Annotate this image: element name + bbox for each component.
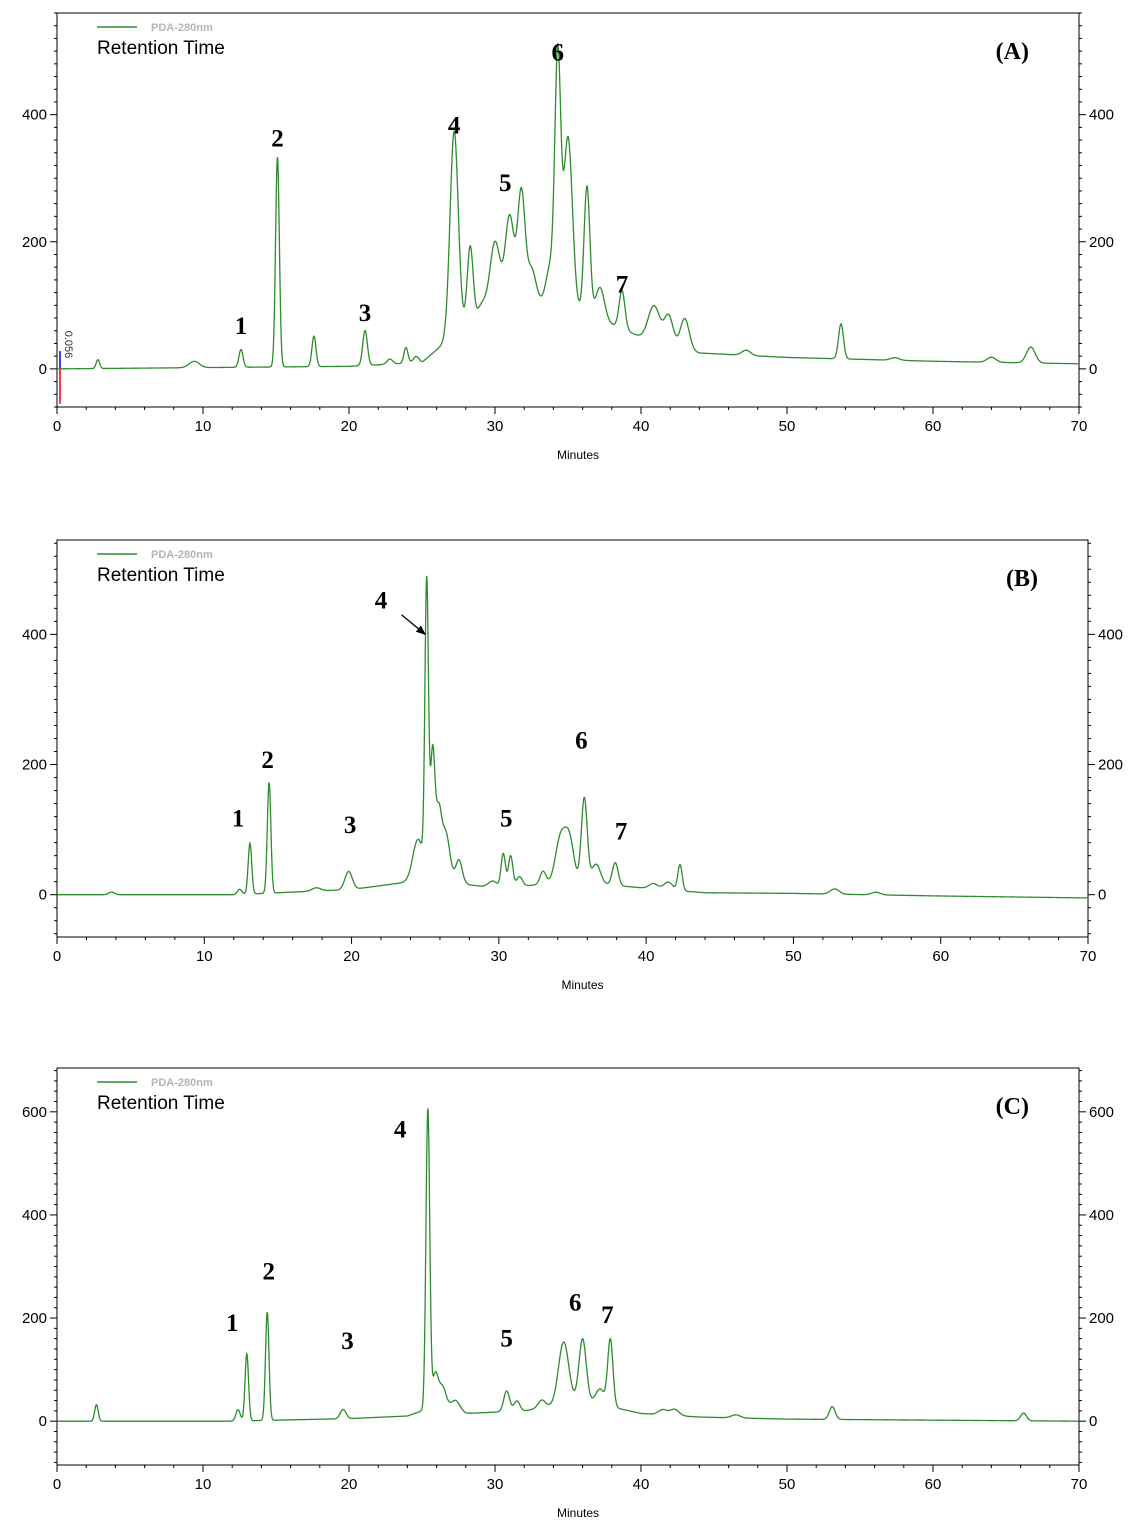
y-tick-label: 400 <box>22 626 47 643</box>
x-tick-label: 10 <box>196 948 213 965</box>
plot-frame <box>56 12 1080 408</box>
peak-label-4: 4 <box>375 587 388 614</box>
y-tick-label-right: 200 <box>1089 234 1114 251</box>
y-tick-label-right: 200 <box>1089 1310 1114 1327</box>
peak-label-2: 2 <box>271 125 284 152</box>
peak-label-3: 3 <box>359 300 372 327</box>
y-tick-label: 200 <box>22 757 47 774</box>
x-tick-label: 60 <box>932 948 949 965</box>
legend-entry: PDA-280nm <box>151 1077 213 1089</box>
x-tick-label: 30 <box>487 418 504 435</box>
peak-label-5: 5 <box>500 805 513 832</box>
x-tick-label: 50 <box>785 948 802 965</box>
peak-label-6: 6 <box>569 1289 582 1316</box>
plot-frame <box>56 1067 1080 1466</box>
y-tick-label-right: 0 <box>1089 1413 1097 1430</box>
legend-entry: PDA-280nm <box>151 22 213 34</box>
peak-label-7: 7 <box>601 1302 614 1329</box>
x-tick-label: 40 <box>633 418 650 435</box>
y-tick-label-right: 400 <box>1089 1207 1114 1224</box>
y-tick-label: 200 <box>22 1310 47 1327</box>
x-tick-label: 70 <box>1080 948 1097 965</box>
x-tick-label: 20 <box>343 948 360 965</box>
chart-panel-b: 0 0 200 200 400 400 0 10 20 30 40 50 60 70 Minutes PDA-… <box>22 539 1123 992</box>
peak-label-7: 7 <box>615 818 628 845</box>
x-tick-label: 20 <box>341 1476 358 1493</box>
peak-label-4: 4 <box>394 1117 407 1144</box>
chromatogram-trace <box>57 575 1088 899</box>
peak-label-7: 7 <box>616 272 629 299</box>
x-tick-label: 0 <box>53 1476 61 1493</box>
chart-panel-c: 0 0 200 200 400 400 600 600 0 10 20 30 40 50 60 70 Minut… <box>22 1067 1114 1520</box>
chart-panel-a: 0 0 200 200 400 400 0 10 20 30 40 50 60 70 Minutes PDA-… <box>22 12 1114 462</box>
y-tick-label-right: 600 <box>1089 1104 1114 1121</box>
peak-label-4: 4 <box>448 113 461 140</box>
peak-arrow <box>401 614 426 636</box>
peak-label-1: 1 <box>235 313 248 340</box>
x-tick-label: 70 <box>1071 418 1088 435</box>
panel-label: (B) <box>1006 566 1038 592</box>
x-axis-label: Minutes <box>557 1506 599 1520</box>
peak-label-1: 1 <box>232 805 245 832</box>
chromatogram-trace <box>57 1108 1079 1422</box>
x-tick-label: 50 <box>779 418 796 435</box>
panel-label: (A) <box>996 39 1029 65</box>
y-tick-label-right: 0 <box>1089 361 1097 378</box>
y-tick-label-right: 400 <box>1098 626 1123 643</box>
peak-label-2: 2 <box>262 1258 275 1285</box>
x-tick-label: 50 <box>779 1476 796 1493</box>
chromatogram-trace <box>57 42 1079 370</box>
x-axis-label: Minutes <box>557 448 599 462</box>
baseline-annotation: 0.056 <box>62 331 74 359</box>
x-tick-label: 20 <box>341 418 358 435</box>
plot-frame <box>56 539 1089 938</box>
peak-label-5: 5 <box>500 1325 513 1352</box>
x-tick-label: 30 <box>487 1476 504 1493</box>
legend-entry: PDA-280nm <box>151 549 213 561</box>
chart-subtitle: Retention Time <box>97 565 225 586</box>
x-tick-label: 40 <box>633 1476 650 1493</box>
x-tick-label: 0 <box>53 948 61 965</box>
x-axis-label: Minutes <box>561 978 603 992</box>
x-tick-label: 10 <box>195 418 212 435</box>
x-tick-label: 60 <box>925 418 942 435</box>
x-tick-label: 30 <box>491 948 508 965</box>
y-tick-label: 0 <box>39 1413 47 1430</box>
y-tick-label: 0 <box>39 361 47 378</box>
y-tick-label: 200 <box>22 234 47 251</box>
peak-label-6: 6 <box>552 40 565 67</box>
y-tick-label-right: 400 <box>1089 107 1114 124</box>
y-tick-label: 0 <box>39 887 47 904</box>
x-tick-label: 0 <box>53 418 61 435</box>
x-tick-label: 60 <box>925 1476 942 1493</box>
y-tick-label-right: 200 <box>1098 757 1123 774</box>
chart-subtitle: Retention Time <box>97 38 225 59</box>
y-tick-label: 600 <box>22 1104 47 1121</box>
y-tick-label: 400 <box>22 107 47 124</box>
x-tick-label: 70 <box>1071 1476 1088 1493</box>
peak-label-3: 3 <box>341 1328 354 1355</box>
peak-label-6: 6 <box>575 727 588 754</box>
y-tick-label-right: 0 <box>1098 887 1106 904</box>
x-tick-label: 40 <box>638 948 655 965</box>
chart-subtitle: Retention Time <box>97 1093 225 1114</box>
peak-label-2: 2 <box>261 747 274 774</box>
peak-label-5: 5 <box>499 170 512 197</box>
x-tick-label: 10 <box>195 1476 212 1493</box>
panel-label: (C) <box>996 1094 1029 1120</box>
y-tick-label: 400 <box>22 1207 47 1224</box>
peak-label-1: 1 <box>226 1310 239 1337</box>
peak-label-3: 3 <box>344 812 357 839</box>
